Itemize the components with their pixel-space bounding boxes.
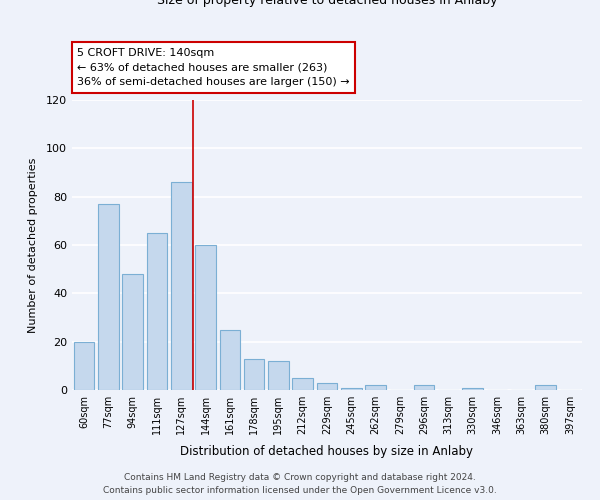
Bar: [74, 342, 94, 390]
Bar: [365, 385, 386, 390]
Y-axis label: Number of detached properties: Number of detached properties: [28, 158, 38, 332]
Bar: [98, 204, 119, 390]
Bar: [195, 245, 216, 390]
Bar: [317, 383, 337, 390]
Bar: [463, 388, 483, 390]
Text: Contains HM Land Registry data © Crown copyright and database right 2024.
Contai: Contains HM Land Registry data © Crown c…: [103, 474, 497, 495]
Bar: [122, 274, 143, 390]
Bar: [268, 361, 289, 390]
Bar: [535, 385, 556, 390]
X-axis label: Distribution of detached houses by size in Anlaby: Distribution of detached houses by size …: [181, 446, 473, 458]
Bar: [414, 385, 434, 390]
Bar: [244, 358, 265, 390]
Bar: [292, 378, 313, 390]
Bar: [171, 182, 191, 390]
Text: 5 CROFT DRIVE: 140sqm
← 63% of detached houses are smaller (263)
36% of semi-det: 5 CROFT DRIVE: 140sqm ← 63% of detached …: [77, 48, 350, 88]
Text: Size of property relative to detached houses in Anlaby: Size of property relative to detached ho…: [157, 0, 497, 7]
Bar: [146, 233, 167, 390]
Bar: [341, 388, 362, 390]
Bar: [220, 330, 240, 390]
